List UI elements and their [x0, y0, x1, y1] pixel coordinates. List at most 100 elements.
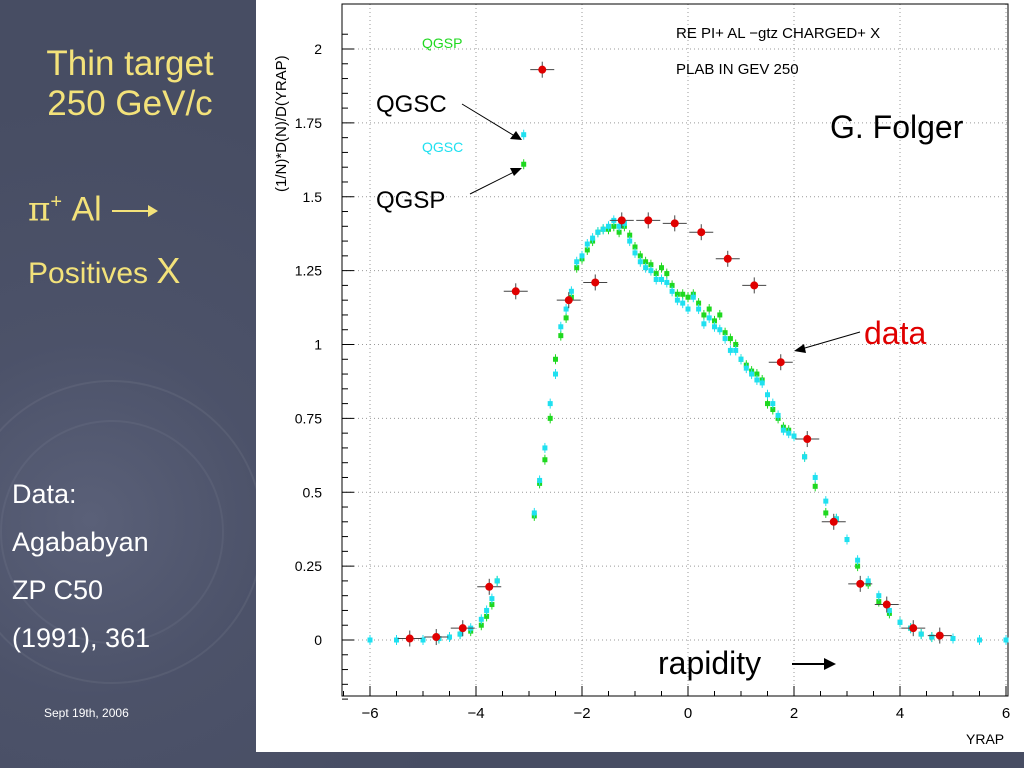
qgsp-point [812, 483, 818, 489]
qgsp-point [632, 244, 638, 250]
qgsc-point [780, 427, 786, 433]
qgsc-point [643, 265, 649, 271]
qgsc-point [606, 223, 611, 229]
data-ref-line: ZP C50 [12, 575, 104, 605]
y-axis-label: (1/N)*D(N)/D(YRAP) [273, 55, 290, 192]
qgsc-point [759, 380, 765, 386]
qgsp-point [553, 356, 558, 362]
qgsc-point [447, 634, 452, 640]
qgsc-point [775, 412, 781, 418]
qgsp-point [669, 282, 675, 288]
qgsc-point [802, 454, 808, 460]
annotation-qgsp: QGSP [376, 187, 445, 214]
qgsp-point [727, 336, 733, 342]
data-point [485, 582, 494, 591]
plot-title-line-2: PLAB IN GEV 250 [676, 61, 799, 78]
data-arrowhead-icon [794, 344, 806, 353]
qgsp-point [563, 315, 569, 321]
qgsp-point [574, 265, 580, 271]
qgsc-point [494, 578, 500, 584]
qgsp-point [584, 247, 590, 253]
qgsc-point [542, 445, 548, 451]
qgsp-point [643, 259, 649, 265]
qgsc-point [653, 276, 659, 282]
annotation-qgsc: QGSC [376, 91, 447, 118]
pion-symbol: π [28, 189, 51, 230]
qgsp-point [637, 253, 643, 259]
y-tick-label: 0.25 [295, 558, 322, 574]
y-tick-label: 1.75 [295, 115, 322, 131]
data-point [697, 228, 706, 237]
plot-panel: −6 −4 −2 0 2 4 6 0 0.25 0.5 0.75 1 1.25 1.5 1.75 2 (1/N… [256, 0, 1024, 752]
data-point [882, 600, 891, 609]
y-tick-label: 1.25 [295, 263, 322, 279]
data-point [591, 278, 600, 287]
qgsp-point [680, 291, 686, 297]
qgsc-point [648, 268, 654, 274]
qgsc-point [420, 637, 426, 643]
qgsp-point [664, 271, 670, 277]
y-tick-label: 2 [314, 41, 322, 57]
qgsc-point [929, 634, 935, 640]
axes: −6 −4 −2 0 2 4 6 0 0.25 0.5 0.75 1 1.25 1.5 1.75 2 [295, 4, 1010, 722]
data-point [617, 216, 626, 225]
qgsp-point [701, 312, 707, 318]
qgsc-point [484, 607, 490, 613]
data-point [803, 435, 812, 444]
qgsp-point [685, 294, 691, 300]
qgsc-point [690, 294, 696, 300]
qgsp-point [855, 563, 861, 569]
x-tick-label: 0 [684, 705, 692, 722]
x-tick-label: 2 [790, 705, 798, 722]
qgsp-point [478, 622, 484, 628]
qgsc-point [637, 259, 643, 265]
qgsp-point [722, 330, 728, 336]
qgsp-arrow-icon [469, 169, 519, 195]
qgsp-point [770, 407, 776, 413]
qgsc-point [553, 371, 558, 377]
annotation-data: data [864, 315, 926, 351]
x-axis-label: YRAP [966, 731, 1004, 747]
y-tick-label: 1 [314, 337, 322, 353]
qgsp-point [712, 318, 717, 324]
qgsc-point [616, 223, 622, 229]
data-point [776, 358, 785, 367]
qgsc-point [717, 327, 723, 333]
qgsc-point [770, 401, 776, 407]
qgsp-point [627, 232, 633, 238]
rapidity-arrowhead-icon [824, 658, 836, 670]
qgsp-point [616, 229, 622, 235]
qgsp-point [823, 510, 829, 516]
charge-superscript: + [50, 191, 63, 213]
qgsp-arrowhead-icon [510, 168, 522, 176]
data-ref-line: Data: [12, 479, 77, 509]
qgsp-point [876, 599, 882, 605]
qgsc-point [664, 279, 670, 285]
plot-title-line-1: RE PI+ AL −gtz CHARGED+ X [676, 25, 880, 42]
data-point [909, 624, 918, 633]
qgsc-point [1003, 637, 1009, 643]
x-tick-label: −6 [361, 705, 378, 722]
data-ref-line: Agababyan [12, 527, 149, 557]
qgsp-point [547, 415, 553, 421]
slide-title: Thin target 250 GeV/c [20, 44, 240, 124]
positives-label: Positives [28, 257, 157, 290]
qgsc-point [595, 229, 601, 235]
qgsc-point [547, 401, 553, 407]
qgsc-point [627, 238, 633, 244]
qgsc-point [812, 474, 818, 480]
qgsc-point [685, 306, 691, 312]
data-ref-line: (1991), 361 [12, 623, 151, 653]
data-point [432, 633, 441, 642]
qgsc-point [478, 616, 484, 622]
grid-lines [342, 4, 1008, 696]
qgsp-point [648, 262, 654, 268]
data-point [750, 281, 759, 290]
qgsc-point [489, 596, 495, 602]
annotation-author: G. Folger [830, 109, 964, 145]
qgsc-point [738, 356, 744, 362]
data-reference: Data: Agababyan ZP C50 (1991), 361 [12, 470, 150, 662]
qgsp-point [489, 602, 495, 608]
qgsc-arrowhead-icon [510, 131, 522, 140]
data-point [644, 216, 653, 225]
